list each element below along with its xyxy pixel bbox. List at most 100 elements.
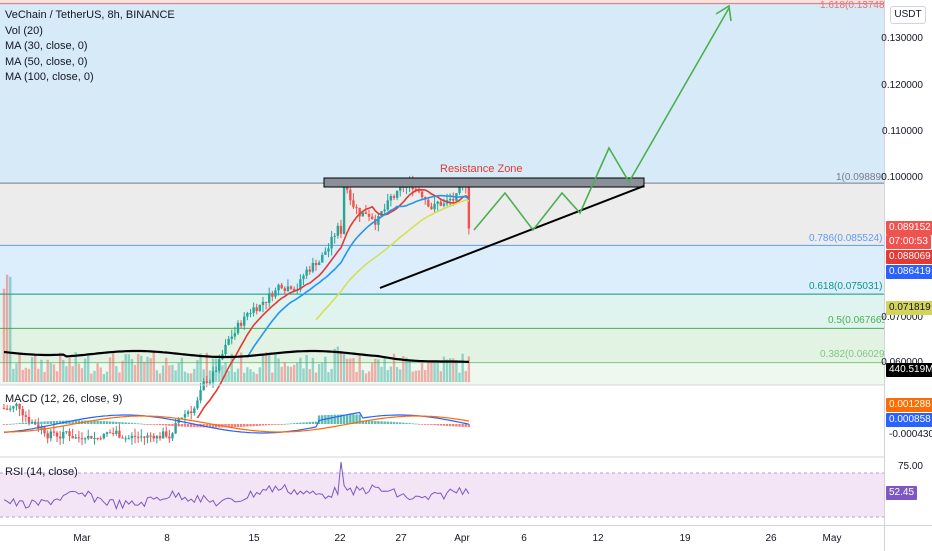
macd-histogram-bar — [364, 420, 368, 424]
volume-bar — [18, 352, 21, 382]
volume-bar — [171, 364, 174, 382]
macd-histogram-bar — [464, 424, 467, 428]
candle-body — [183, 414, 187, 418]
indicator-ma50[interactable]: MA (50, close, 0) — [5, 55, 88, 68]
volume-bar — [174, 370, 177, 382]
macd-histogram-bar — [165, 424, 168, 426]
macd-histogram-bar — [433, 424, 436, 426]
symbol-title[interactable]: VeChain / TetherUS, 8h, BINANCE — [5, 9, 175, 21]
volume-bar — [445, 359, 449, 382]
macd-histogram-bar — [96, 420, 99, 424]
macd-histogram-bar — [442, 424, 446, 426]
macd-hist-tag: -0.000430 — [886, 428, 932, 442]
price-axis[interactable]: 0.130000 0.120000 0.110000 0.100000 0.07… — [881, 0, 932, 550]
macd-histogram-bar — [439, 424, 442, 426]
volume-bar — [402, 356, 405, 382]
indicator-ma30[interactable]: MA (30, close, 0) — [5, 40, 88, 52]
volume-bar — [52, 364, 56, 382]
macd-histogram-bar — [420, 424, 424, 425]
candle-body — [171, 433, 174, 439]
macd-histogram-bar — [271, 424, 274, 425]
volume-bar — [15, 363, 18, 382]
volume-bar — [183, 371, 187, 382]
candle-body — [196, 400, 199, 409]
time-label: May — [822, 533, 842, 544]
macd-histogram-bar — [355, 414, 358, 424]
volume-bar — [439, 371, 442, 382]
volume-bar — [255, 373, 258, 382]
macd-histogram-bar — [236, 424, 240, 428]
volume-bar — [458, 372, 461, 382]
indicator-vol[interactable]: Vol (20) — [5, 24, 43, 37]
candle-body — [395, 190, 399, 198]
macd-histogram-bar — [461, 424, 464, 427]
fib-label-1: 1(0.098890) — [836, 172, 890, 183]
candle-body — [302, 275, 305, 280]
volume-bar — [464, 371, 467, 382]
macd-histogram-bar — [243, 424, 246, 427]
candle-body — [246, 313, 249, 317]
fib-band-0382 — [0, 362, 884, 385]
macd-signal-tag: 0.001288 — [886, 398, 932, 412]
volume-bar — [218, 366, 221, 382]
volume-bar — [136, 353, 140, 382]
indicator-ma100[interactable]: MA (100, close, 0) — [5, 71, 94, 83]
volume-bar — [395, 367, 399, 382]
macd-histogram-bar — [40, 421, 43, 424]
volume-bar — [448, 358, 452, 382]
volume-bar — [46, 359, 49, 382]
chart-canvas[interactable] — [0, 0, 884, 525]
macd-histogram-bar — [361, 420, 364, 424]
volume-bar — [152, 352, 155, 382]
volume-bar — [461, 353, 464, 382]
macd-histogram-bar — [214, 424, 218, 428]
candle-body — [174, 422, 177, 434]
candle-body — [430, 206, 433, 210]
candle-body — [386, 200, 389, 210]
volume-bar — [386, 370, 389, 382]
candle-body — [389, 196, 393, 201]
candle-body — [136, 436, 140, 438]
candle-body — [433, 203, 436, 210]
macd-histogram-bar — [349, 414, 352, 424]
time-label: Mar — [73, 533, 91, 544]
volume-bar — [2, 288, 6, 382]
candle-body — [292, 288, 296, 291]
fib-label-05: 0.5(0.067661) — [828, 315, 891, 326]
candle-body — [233, 333, 237, 337]
macd-histogram-bar — [230, 424, 233, 428]
volume-bar — [193, 368, 196, 382]
volume-bar — [68, 357, 71, 382]
ma50-tag: 0.086419 — [886, 265, 932, 279]
candle-body — [15, 403, 18, 407]
candle-body — [321, 254, 324, 263]
price-tick: 0.060000 — [881, 357, 923, 368]
macd-histogram-bar — [414, 423, 418, 425]
countdown-tag: 07:00:53 — [886, 235, 931, 249]
currency-button[interactable]: USDT — [890, 6, 926, 24]
volume-bar — [180, 357, 184, 382]
rsi-title[interactable]: RSI (14, close) — [5, 466, 78, 478]
macd-histogram-bar — [264, 424, 268, 426]
volume-bar — [127, 354, 130, 382]
macd-title[interactable]: MACD (12, 26, close, 9) — [5, 393, 123, 405]
volume-bar — [243, 372, 246, 382]
macd-histogram-bar — [305, 422, 308, 424]
macd-histogram-bar — [339, 414, 343, 424]
candle-body — [193, 408, 196, 414]
volume-bar — [252, 371, 255, 382]
candle-body — [427, 199, 430, 207]
candle-body — [452, 198, 455, 201]
time-axis[interactable]: Mar 8 15 22 27 Apr 6 12 19 26 May — [0, 525, 884, 551]
candle-body — [205, 381, 208, 383]
volume-bar — [5, 274, 9, 382]
volume-tag: 440.519M — [886, 363, 932, 377]
time-label: 6 — [521, 533, 527, 544]
macd-histogram-bar — [108, 421, 112, 424]
macd-histogram-bar — [149, 424, 152, 425]
candle-body — [146, 435, 149, 438]
candle-body — [274, 290, 277, 297]
macd-histogram-bar — [143, 423, 146, 425]
macd-histogram-bar — [158, 424, 162, 426]
